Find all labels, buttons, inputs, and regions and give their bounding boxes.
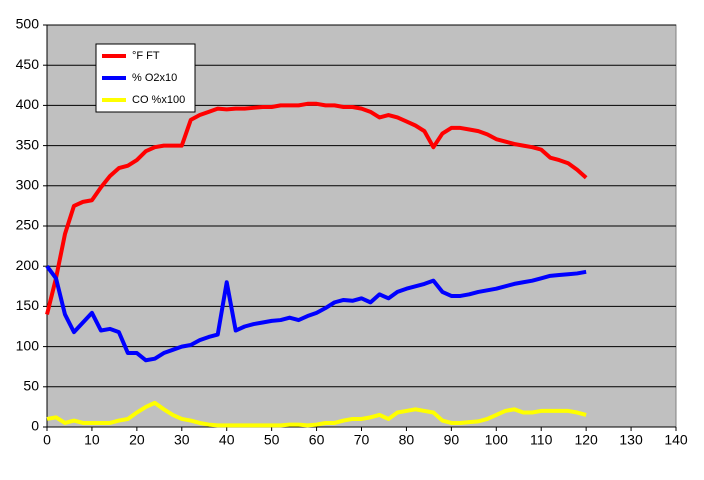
y-tick-label: 50 [23,378,39,394]
x-tick-label: 130 [619,432,643,448]
y-tick-label: 400 [16,96,40,112]
x-tick-label: 60 [309,432,325,448]
x-tick-label: 90 [444,432,460,448]
legend-label: °F FT [132,50,160,62]
x-tick-label: 20 [129,432,145,448]
x-tick-label: 100 [485,432,509,448]
legend-label: % O2x10 [132,72,177,84]
x-tick-label: 110 [530,432,553,448]
y-tick-label: 100 [16,337,40,353]
y-tick-label: 350 [16,136,40,152]
series-line [45,265,587,363]
x-tick-label: 40 [219,432,235,448]
series-line [45,101,588,315]
y-tick-label: 200 [16,257,40,273]
series-line [46,400,587,428]
y-tick-label: 300 [16,177,40,193]
x-tick-label: 30 [174,432,190,448]
x-tick-label: 70 [354,432,370,448]
y-tick-label: 500 [16,16,40,32]
y-tick-label: 150 [16,297,40,313]
y-tick-label: 0 [31,418,39,434]
x-tick-label: 140 [664,432,688,448]
x-tick-label: 0 [43,432,51,448]
x-tick-label: 10 [84,432,100,448]
legend-label: CO %x100 [132,94,185,106]
x-tick-label: 50 [264,432,280,448]
y-tick-label: 250 [16,217,40,233]
x-tick-label: 80 [399,432,415,448]
y-tick-label: 450 [16,56,40,72]
x-tick-label: 120 [574,432,598,448]
